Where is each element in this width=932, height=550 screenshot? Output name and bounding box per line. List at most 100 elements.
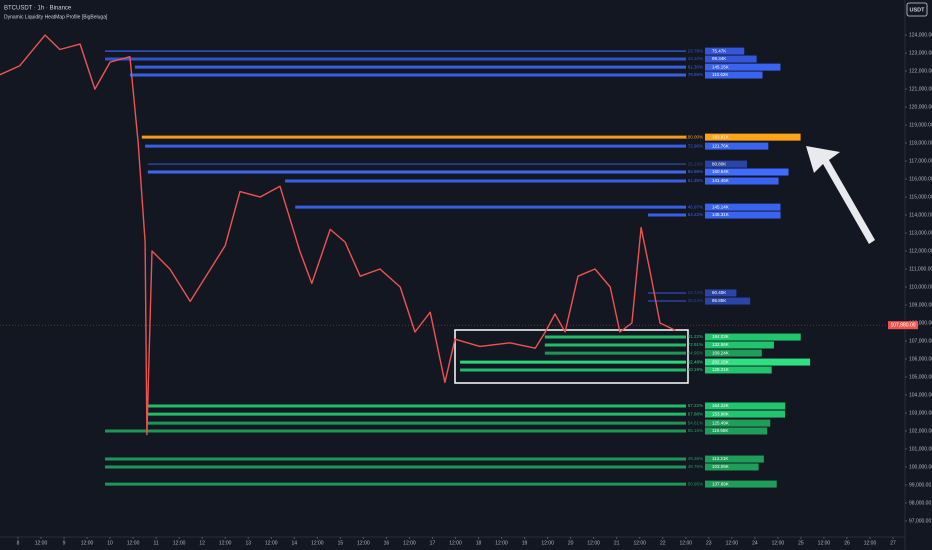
x-tick-label: 20 bbox=[568, 540, 574, 546]
currency-box[interactable] bbox=[906, 2, 928, 17]
y-tick-label: 120,000.00 bbox=[909, 104, 932, 110]
level-volume: 184.03K bbox=[712, 334, 729, 339]
x-tick-label: 12:00 bbox=[449, 540, 462, 546]
annotation-arrow bbox=[806, 146, 875, 244]
volume-bar bbox=[705, 63, 781, 71]
x-tick-label: 12:00 bbox=[265, 540, 278, 546]
y-tick-label: 101,000.00 bbox=[909, 446, 932, 452]
level-volume: 110.62K bbox=[712, 72, 728, 77]
volume-bar bbox=[705, 427, 768, 435]
level-strength: 55.16% bbox=[688, 428, 703, 433]
volume-bar bbox=[705, 55, 757, 63]
level-volume: 128.21K bbox=[712, 367, 729, 372]
volume-bar bbox=[705, 160, 748, 168]
level-strength: 67.88% bbox=[688, 411, 703, 416]
x-tick-label: 27 bbox=[890, 540, 896, 546]
level-strength: 46.97% bbox=[688, 204, 703, 209]
y-tick-label: 118,000.00 bbox=[909, 140, 932, 146]
liquidity-levels: 23.78% 75.47K 43.10% 99.34K 61.30% 145.15K 78.… bbox=[105, 47, 811, 488]
x-tick-label: 21 bbox=[614, 540, 620, 546]
level-strength: 49.36% bbox=[688, 456, 703, 461]
y-tick-label: 122,000.00 bbox=[909, 68, 932, 74]
volume-bar bbox=[705, 358, 811, 366]
y-tick-label: 108,000.00 bbox=[909, 320, 932, 326]
volume-bar bbox=[705, 463, 759, 471]
x-tick-label: 12:00 bbox=[633, 540, 646, 546]
level-strength: 72.96% bbox=[688, 143, 703, 148]
volume-bar bbox=[705, 211, 781, 219]
volume-bar bbox=[705, 419, 771, 427]
x-tick-label: 11 bbox=[154, 540, 159, 546]
y-tick-label: 117,000.00 bbox=[909, 158, 932, 164]
level-strength: 67.22% bbox=[688, 403, 703, 408]
level-volume: 99.34K bbox=[712, 56, 726, 61]
level-strength: 72.91% bbox=[688, 342, 703, 347]
level-volume: 113.21K bbox=[712, 456, 728, 461]
volume-bar bbox=[705, 203, 781, 211]
indicator-name: Dynamic Liquidity HeatMap Profile [BigBe… bbox=[4, 14, 108, 20]
x-tick-label: 16 bbox=[384, 540, 390, 546]
y-tick-label: 110,000.00 bbox=[909, 284, 932, 290]
y-tick-label: 103,000.00 bbox=[909, 410, 932, 416]
level-strength: 54.22% bbox=[688, 212, 703, 217]
y-tick-label: 109,000.00 bbox=[909, 302, 932, 308]
y-tick-label: 124,000.00 bbox=[909, 32, 932, 38]
level-volume: 60.40K bbox=[712, 290, 726, 295]
level-strength: 23.78% bbox=[688, 48, 703, 53]
volume-bar bbox=[705, 71, 763, 79]
x-tick-label: 17 bbox=[430, 540, 436, 546]
level-volume: 154.22K bbox=[712, 403, 729, 408]
level-volume: 183.81K bbox=[712, 134, 729, 139]
volume-bar bbox=[705, 168, 789, 176]
volume-bar bbox=[705, 47, 745, 55]
x-tick-label: 12:00 bbox=[726, 540, 739, 546]
level-volume: 202.15K bbox=[712, 359, 729, 364]
y-tick-label: 104,000.00 bbox=[909, 392, 932, 398]
x-tick-label: 22 bbox=[660, 540, 666, 546]
axes: 124,000.00 123,000.00 122,000.00 121,000.00… bbox=[0, 32, 932, 546]
y-tick-label: 115,000.00 bbox=[909, 194, 932, 200]
x-tick-label: 12:00 bbox=[818, 540, 831, 546]
level-volume: 160.64K bbox=[712, 169, 729, 174]
level-strength: 92.48% bbox=[688, 359, 703, 364]
y-tick-label: 98,000.00 bbox=[909, 500, 931, 506]
x-tick-label: 24 bbox=[752, 540, 758, 546]
price-line bbox=[0, 34, 676, 436]
volume-bar bbox=[705, 455, 764, 463]
x-tick-label: 12:00 bbox=[219, 540, 232, 546]
level-strength: 50.95% bbox=[688, 481, 703, 486]
y-tick-label: 119,000.00 bbox=[909, 122, 932, 128]
x-tick-label: 12:00 bbox=[311, 540, 324, 546]
level-volume: 153.98K bbox=[712, 411, 729, 416]
level-strength: 81.22% bbox=[688, 334, 703, 339]
y-tick-label: 123,000.00 bbox=[909, 50, 932, 56]
volume-bar bbox=[705, 133, 801, 141]
x-tick-label: 10 bbox=[107, 540, 113, 546]
volume-bar bbox=[705, 333, 801, 341]
x-tick-label: 12:00 bbox=[541, 540, 554, 546]
x-tick-label: 12:00 bbox=[173, 540, 186, 546]
x-tick-label: 12:00 bbox=[587, 540, 600, 546]
x-tick-label: 12:00 bbox=[357, 540, 370, 546]
x-tick-label: 23 bbox=[706, 540, 712, 546]
level-strength: 25.19% bbox=[688, 161, 703, 166]
y-tick-label: 113,000.00 bbox=[909, 230, 932, 236]
level-strength: 61.35% bbox=[688, 178, 703, 183]
level-volume: 125.49K bbox=[712, 420, 729, 425]
x-tick-label: 25 bbox=[798, 540, 804, 546]
currency-label[interactable]: USDT bbox=[910, 7, 926, 13]
x-tick-label: 12:00 bbox=[772, 540, 785, 546]
volume-bar bbox=[705, 297, 751, 305]
level-volume: 145.14K bbox=[712, 204, 729, 209]
level-strength: 24.72% bbox=[688, 290, 703, 295]
y-tick-label: 97,000.00 bbox=[909, 518, 931, 524]
x-tick-label: 12:00 bbox=[864, 540, 877, 546]
price-series bbox=[0, 34, 676, 436]
y-tick-label: 107,000.00 bbox=[909, 338, 932, 344]
level-strength: 54.61% bbox=[688, 420, 703, 425]
x-tick-label: 15 bbox=[338, 540, 344, 546]
level-volume: 119.55K bbox=[712, 428, 728, 433]
x-tick-label: 18 bbox=[476, 540, 482, 546]
volume-bar bbox=[705, 480, 777, 488]
